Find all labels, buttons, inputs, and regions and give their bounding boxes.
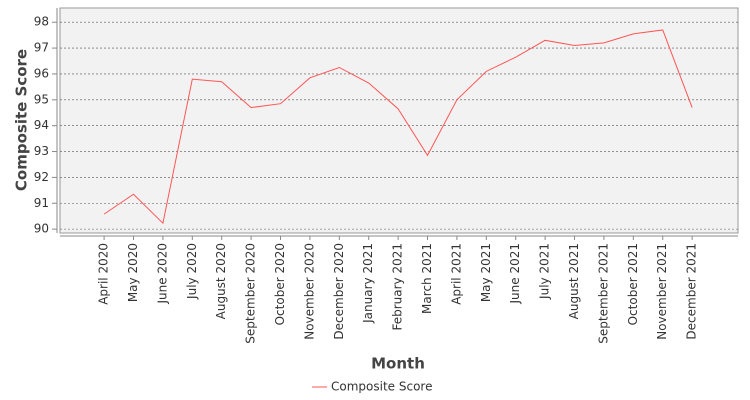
- legend-label: Composite Score: [331, 380, 432, 394]
- x-tick-label: December 2020: [332, 243, 346, 340]
- x-tick-label: October 2020: [273, 243, 287, 325]
- x-tick-label: February 2021: [391, 243, 405, 331]
- y-tick-label: 98: [34, 15, 49, 29]
- y-tick-label: 93: [34, 144, 49, 158]
- y-tick-label: 94: [34, 118, 49, 132]
- x-tick-label: July 2021: [538, 243, 552, 300]
- y-tick-label: 97: [34, 41, 49, 55]
- x-tick-label: July 2020: [185, 243, 199, 300]
- x-tick-label: August 2020: [214, 243, 228, 319]
- y-tick-label: 90: [34, 222, 49, 236]
- y-tick-label: 95: [34, 92, 49, 106]
- x-tick-label: May 2021: [479, 243, 493, 302]
- x-tick-label: October 2021: [626, 243, 640, 325]
- y-tick-label: 92: [34, 170, 49, 184]
- plot-area: [59, 7, 739, 234]
- x-tick-label: May 2020: [126, 243, 140, 302]
- x-tick-label: September 2020: [244, 243, 258, 344]
- y-tick-label: 91: [34, 196, 49, 210]
- x-tick-label: June 2020: [155, 243, 169, 305]
- x-tick-label: November 2021: [655, 243, 669, 340]
- x-tick-label: September 2021: [596, 243, 610, 344]
- x-tick-label: August 2021: [567, 243, 581, 319]
- x-tick-label: January 2021: [361, 243, 375, 324]
- x-tick-label: March 2021: [420, 243, 434, 314]
- y-tick-label: 96: [34, 66, 49, 80]
- series-line: [103, 29, 693, 225]
- x-tick-label: June 2021: [508, 243, 522, 305]
- x-tick-label: April 2021: [449, 243, 463, 305]
- x-tick-label: November 2020: [302, 243, 316, 340]
- x-tick-label: April 2020: [97, 243, 111, 305]
- x-axis-title: Month: [371, 355, 425, 373]
- x-tick-label: December 2021: [685, 243, 699, 340]
- y-axis-title: Composite Score: [13, 49, 31, 191]
